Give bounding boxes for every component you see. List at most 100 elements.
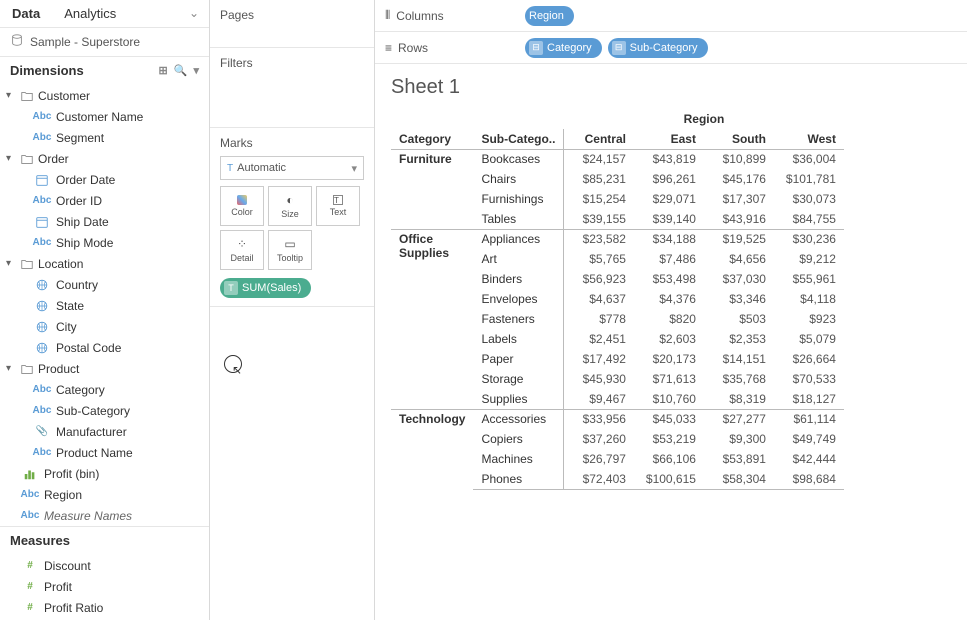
value-cell[interactable]: $71,613 [634, 369, 704, 389]
value-cell[interactable]: $70,533 [774, 369, 844, 389]
value-cell[interactable]: $4,376 [634, 289, 704, 309]
category-cell[interactable]: Furniture [391, 149, 473, 229]
value-cell[interactable]: $56,923 [564, 269, 634, 289]
value-cell[interactable]: $29,071 [634, 189, 704, 209]
field-segment[interactable]: AbcSegment [0, 127, 209, 148]
search-icon[interactable]: 🔍 [174, 64, 188, 77]
value-cell[interactable]: $37,260 [564, 429, 634, 449]
value-cell[interactable]: $37,030 [704, 269, 774, 289]
value-cell[interactable]: $26,797 [564, 449, 634, 469]
value-cell[interactable]: $72,403 [564, 469, 634, 489]
value-cell[interactable]: $778 [564, 309, 634, 329]
field-country[interactable]: Country [0, 274, 209, 295]
value-cell[interactable]: $30,073 [774, 189, 844, 209]
value-cell[interactable]: $39,140 [634, 209, 704, 229]
text-pill-sum-sales[interactable]: T SUM(Sales) [220, 278, 311, 298]
measure-profit-ratio[interactable]: #Profit Ratio [0, 597, 209, 618]
subcategory-cell[interactable]: Envelopes [473, 289, 564, 309]
value-cell[interactable]: $36,004 [774, 149, 844, 169]
subcategory-cell[interactable]: Bookcases [473, 149, 564, 169]
subcategory-cell[interactable]: Machines [473, 449, 564, 469]
folder-order[interactable]: ▾Order [0, 148, 209, 169]
columns-shelf[interactable]: ⦀ Columns Region [375, 0, 967, 32]
value-cell[interactable]: $66,106 [634, 449, 704, 469]
value-cell[interactable]: $10,760 [634, 389, 704, 409]
subcategory-cell[interactable]: Appliances [473, 229, 564, 249]
col-header-south[interactable]: South [704, 129, 774, 149]
subcategory-cell[interactable]: Phones [473, 469, 564, 489]
value-cell[interactable]: $14,151 [704, 349, 774, 369]
value-cell[interactable]: $3,346 [704, 289, 774, 309]
value-cell[interactable]: $53,498 [634, 269, 704, 289]
value-cell[interactable]: $98,684 [774, 469, 844, 489]
value-cell[interactable]: $18,127 [774, 389, 844, 409]
value-cell[interactable]: $43,916 [704, 209, 774, 229]
subcategory-cell[interactable]: Binders [473, 269, 564, 289]
mark-color-button[interactable]: Color [220, 186, 264, 226]
field-customer-name[interactable]: AbcCustomer Name [0, 106, 209, 127]
value-cell[interactable]: $35,768 [704, 369, 774, 389]
category-cell[interactable]: OfficeSupplies [391, 229, 473, 409]
field-ship-mode[interactable]: AbcShip Mode [0, 232, 209, 253]
value-cell[interactable]: $820 [634, 309, 704, 329]
value-cell[interactable]: $20,173 [634, 349, 704, 369]
value-cell[interactable]: $34,188 [634, 229, 704, 249]
field-state[interactable]: State [0, 295, 209, 316]
value-cell[interactable]: $30,236 [774, 229, 844, 249]
value-cell[interactable]: $7,486 [634, 249, 704, 269]
datasource-row[interactable]: Sample - Superstore [0, 28, 209, 56]
value-cell[interactable]: $43,819 [634, 149, 704, 169]
sheet-title[interactable]: Sheet 1 [391, 76, 951, 99]
field-sub-category[interactable]: AbcSub-Category [0, 400, 209, 421]
value-cell[interactable]: $5,079 [774, 329, 844, 349]
subcategory-cell[interactable]: Accessories [473, 409, 564, 429]
value-cell[interactable]: $45,033 [634, 409, 704, 429]
value-cell[interactable]: $101,781 [774, 169, 844, 189]
value-cell[interactable]: $8,319 [704, 389, 774, 409]
view-grid-icon[interactable]: ⊞ [159, 64, 168, 77]
subcategory-header[interactable]: Sub-Catego.. [473, 129, 564, 149]
subcategory-cell[interactable]: Fasteners [473, 309, 564, 329]
field-order-date[interactable]: Order Date [0, 169, 209, 190]
value-cell[interactable]: $42,444 [774, 449, 844, 469]
rows-shelf[interactable]: ≡ Rows ⊟Category⊟Sub-Category [375, 32, 967, 64]
sheet-canvas[interactable]: Sheet 1 RegionCategorySub-Catego..Centra… [375, 64, 967, 620]
data-panel-menu-caret[interactable]: ⌄ [179, 6, 209, 20]
value-cell[interactable]: $923 [774, 309, 844, 329]
subcategory-cell[interactable]: Chairs [473, 169, 564, 189]
field-measure-names[interactable]: AbcMeasure Names [0, 505, 209, 525]
value-cell[interactable]: $17,307 [704, 189, 774, 209]
value-cell[interactable]: $4,118 [774, 289, 844, 309]
mark-tooltip-button[interactable]: ▭Tooltip [268, 230, 312, 270]
measure-discount[interactable]: #Discount [0, 555, 209, 576]
value-cell[interactable]: $84,755 [774, 209, 844, 229]
value-cell[interactable]: $33,956 [564, 409, 634, 429]
value-cell[interactable]: $39,155 [564, 209, 634, 229]
field-region[interactable]: AbcRegion [0, 484, 209, 505]
field-manufacturer[interactable]: 📎Manufacturer [0, 421, 209, 442]
value-cell[interactable]: $27,277 [704, 409, 774, 429]
value-cell[interactable]: $9,467 [564, 389, 634, 409]
subcategory-cell[interactable]: Art [473, 249, 564, 269]
category-header[interactable]: Category [391, 129, 473, 149]
col-header-central[interactable]: Central [564, 129, 634, 149]
value-cell[interactable]: $2,603 [634, 329, 704, 349]
folder-customer[interactable]: ▾Customer [0, 85, 209, 106]
field-city[interactable]: City [0, 316, 209, 337]
mark-text-button[interactable]: TText [316, 186, 360, 226]
value-cell[interactable]: $55,961 [774, 269, 844, 289]
value-cell[interactable]: $9,212 [774, 249, 844, 269]
col-header-east[interactable]: East [634, 129, 704, 149]
subcategory-cell[interactable]: Furnishings [473, 189, 564, 209]
value-cell[interactable]: $26,664 [774, 349, 844, 369]
value-cell[interactable]: $53,891 [704, 449, 774, 469]
filters-card[interactable]: Filters [210, 48, 374, 128]
pill-category[interactable]: ⊟Category [525, 38, 602, 58]
field-order-id[interactable]: AbcOrder ID [0, 190, 209, 211]
panel-caret-icon[interactable]: ▾ [193, 64, 199, 77]
measure-profit[interactable]: #Profit [0, 576, 209, 597]
field-product-name[interactable]: AbcProduct Name [0, 442, 209, 463]
subcategory-cell[interactable]: Supplies [473, 389, 564, 409]
value-cell[interactable]: $85,231 [564, 169, 634, 189]
value-cell[interactable]: $19,525 [704, 229, 774, 249]
